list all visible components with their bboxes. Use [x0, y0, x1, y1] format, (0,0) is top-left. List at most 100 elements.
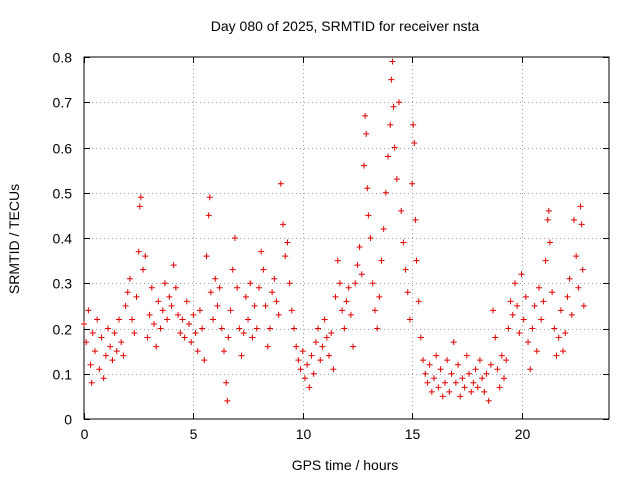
data-point	[339, 307, 346, 314]
grid-layer	[84, 57, 609, 419]
y-axis-label: SRMTID / TECUs	[6, 184, 22, 294]
data-points	[81, 58, 587, 404]
x-tick-label: 20	[515, 426, 531, 442]
data-point	[144, 334, 151, 341]
data-point	[87, 361, 94, 368]
data-point	[83, 339, 90, 346]
y-tick-label: 0.8	[53, 50, 73, 66]
data-point	[481, 388, 488, 395]
data-point	[275, 311, 282, 318]
data-point	[102, 352, 109, 359]
data-point	[286, 280, 293, 287]
data-point	[374, 325, 381, 332]
data-point	[345, 284, 352, 291]
data-point	[382, 189, 389, 196]
data-point	[400, 239, 407, 246]
data-point	[310, 370, 317, 377]
data-point	[131, 330, 138, 337]
data-point	[336, 280, 343, 287]
data-point	[514, 302, 521, 309]
data-point	[391, 144, 398, 151]
data-point	[533, 348, 540, 355]
data-point	[124, 289, 131, 296]
data-point	[321, 316, 328, 323]
data-point	[120, 352, 127, 359]
data-point	[544, 216, 551, 223]
data-point	[221, 348, 227, 355]
data-point	[306, 384, 313, 391]
data-point	[542, 257, 549, 264]
data-point	[557, 307, 564, 314]
data-point	[347, 311, 354, 318]
data-point	[522, 293, 529, 300]
data-point	[240, 330, 247, 337]
data-point	[170, 262, 177, 269]
data-point	[238, 352, 245, 359]
data-point	[323, 334, 330, 341]
data-point	[148, 284, 155, 291]
data-point	[531, 302, 538, 309]
data-point	[107, 343, 114, 350]
data-point	[269, 289, 276, 296]
data-point	[422, 370, 429, 377]
y-tick-label: 0.4	[53, 231, 73, 247]
data-point	[224, 397, 231, 404]
data-point	[212, 275, 219, 282]
y-tick-label: 0.1	[53, 367, 73, 383]
data-point	[455, 361, 462, 368]
data-point	[538, 316, 545, 323]
data-point	[94, 316, 101, 323]
data-point	[280, 221, 287, 228]
data-point	[207, 289, 214, 296]
data-point	[126, 275, 133, 282]
data-point	[164, 316, 171, 323]
data-point	[527, 366, 534, 373]
data-point	[216, 284, 223, 291]
data-point	[356, 244, 363, 251]
x-tick-label: 15	[405, 426, 421, 442]
data-point	[116, 316, 122, 323]
data-point	[284, 239, 291, 246]
data-point	[553, 352, 560, 359]
data-point	[341, 325, 348, 332]
data-point	[411, 139, 418, 146]
data-point	[483, 370, 490, 377]
x-tick-label: 10	[296, 426, 312, 442]
data-point	[236, 325, 243, 332]
data-point	[358, 271, 365, 278]
data-point	[214, 302, 221, 309]
data-point	[364, 185, 371, 192]
data-point	[564, 293, 571, 300]
data-point	[437, 366, 444, 373]
data-point	[498, 352, 505, 359]
data-point	[146, 311, 153, 318]
data-point	[218, 325, 225, 332]
data-point	[159, 307, 166, 314]
data-point	[551, 325, 558, 332]
data-point	[518, 271, 525, 278]
data-point	[109, 357, 116, 364]
data-point	[540, 298, 547, 305]
data-point	[367, 235, 374, 241]
data-point	[452, 379, 459, 386]
data-point	[196, 307, 203, 314]
y-tick-label: 0.6	[53, 141, 73, 157]
data-point	[105, 325, 112, 332]
data-point	[199, 325, 206, 332]
data-point	[161, 280, 168, 287]
data-point	[253, 325, 260, 332]
plot-frame	[83, 56, 610, 420]
data-point	[529, 325, 536, 332]
data-point	[457, 393, 464, 400]
data-point	[369, 280, 376, 287]
data-point	[365, 212, 372, 219]
data-point	[234, 284, 241, 291]
data-point	[258, 248, 265, 255]
data-point	[354, 262, 361, 269]
data-point	[249, 334, 256, 341]
data-point	[380, 225, 387, 232]
data-point	[227, 307, 234, 314]
data-point	[420, 357, 427, 364]
data-point	[409, 180, 416, 187]
data-point	[415, 298, 422, 305]
